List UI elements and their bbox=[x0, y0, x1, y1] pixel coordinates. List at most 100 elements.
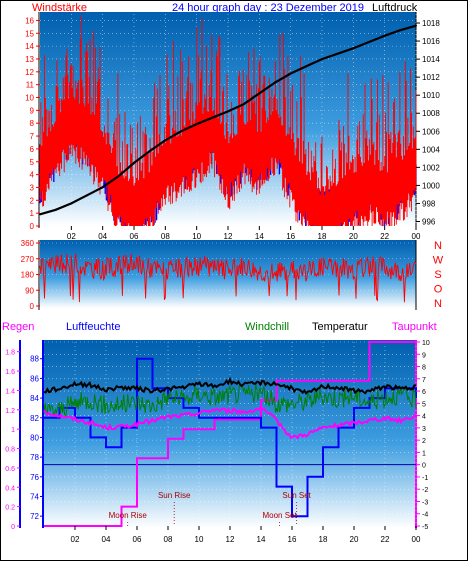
rain-tick-label: 1 bbox=[11, 427, 15, 434]
time-tick-label: 18 bbox=[318, 232, 327, 241]
humidity-axis-title: Luftfeuchte bbox=[66, 321, 120, 333]
rain-tick-label: 0.6 bbox=[5, 466, 15, 473]
temperature-series bbox=[43, 376, 417, 395]
wind-tick-label: 4 bbox=[30, 171, 35, 180]
wind-tick-label: 6 bbox=[30, 145, 35, 154]
temperature-tick-label: 10 bbox=[422, 340, 430, 347]
time-tick-label: 10 bbox=[192, 232, 201, 241]
pressure-tick-label: 1000 bbox=[422, 181, 440, 190]
pressure-point bbox=[195, 123, 198, 126]
dewpoint-label: Taupunkt bbox=[392, 321, 437, 333]
compass-label: S bbox=[434, 269, 441, 281]
compass-label: N bbox=[434, 240, 442, 252]
humidity-tick-label: 76 bbox=[30, 473, 39, 482]
event-label: Moon Rise bbox=[109, 511, 148, 520]
windchill-series bbox=[43, 383, 417, 418]
temperature-tick-label: 8 bbox=[422, 365, 426, 372]
humidity-tick-label: 84 bbox=[30, 394, 39, 403]
temperature-tick-label: -1 bbox=[422, 475, 428, 482]
temperature-ticks: 00.20.40.60.811.21.41.61.872747678808284… bbox=[5, 340, 430, 544]
time-tick-label: 02 bbox=[67, 232, 76, 241]
pressure-point bbox=[336, 52, 339, 55]
graph-title: 24 hour graph day : 23 Dezember 2019 bbox=[172, 2, 364, 14]
time-tick-label: 22 bbox=[380, 232, 389, 241]
temperature-grid bbox=[44, 341, 417, 527]
wind-tick-label: 9 bbox=[30, 106, 35, 115]
time-tick-label: 14 bbox=[257, 535, 266, 544]
rain-tick-label: 0.2 bbox=[5, 505, 15, 512]
pressure-point bbox=[54, 208, 57, 211]
wind-tick-label: 8 bbox=[30, 119, 35, 128]
wind-pressure-marks bbox=[39, 15, 417, 226]
wind-tick-label: 7 bbox=[30, 132, 35, 141]
pressure-point bbox=[368, 40, 370, 43]
wind-tick-label: 5 bbox=[30, 158, 35, 167]
pressure-tick-label: 1014 bbox=[422, 55, 440, 64]
time-tick-label: 16 bbox=[288, 535, 297, 544]
pressure-point bbox=[133, 161, 135, 164]
pressure-point bbox=[211, 116, 214, 119]
pressure-tick-label: 998 bbox=[422, 199, 436, 208]
pressure-point bbox=[289, 72, 292, 75]
pressure-point bbox=[383, 34, 386, 37]
wind-axis-title: Windstärke bbox=[32, 2, 87, 14]
pressure-point bbox=[415, 24, 417, 27]
pressure-tick-label: 1004 bbox=[422, 145, 440, 154]
time-tick-label: 10 bbox=[195, 535, 204, 544]
pressure-point bbox=[86, 194, 88, 197]
temperature-tick-label: 0 bbox=[422, 463, 426, 470]
wind-pressure-ticks: 0123456789101112131415169969981000100210… bbox=[25, 16, 440, 241]
temperature-tick-label: 3 bbox=[422, 426, 426, 433]
windchill-label: Windchill bbox=[245, 321, 289, 333]
time-tick-label: 12 bbox=[224, 232, 233, 241]
pressure-point bbox=[70, 202, 73, 205]
wind-tick-label: 12 bbox=[25, 68, 34, 77]
temperature-tick-label: 4 bbox=[422, 414, 426, 421]
pressure-point bbox=[399, 29, 402, 32]
pressure-tick-label: 1002 bbox=[422, 163, 440, 172]
direction-tick-label: 360 bbox=[21, 239, 35, 248]
time-tick-label: 12 bbox=[226, 535, 235, 544]
direction-tick-label: 180 bbox=[21, 271, 35, 280]
pressure-point bbox=[305, 65, 308, 68]
wind-tick-label: 2 bbox=[30, 196, 35, 205]
pressure-tick-label: 1012 bbox=[422, 73, 440, 82]
temperature-tick-label: 9 bbox=[422, 352, 426, 359]
humidity-tick-label: 88 bbox=[30, 355, 39, 364]
wind-direction-marks bbox=[39, 253, 417, 303]
wind-speed-series bbox=[39, 15, 417, 226]
event-label: Sun Rise bbox=[158, 491, 191, 500]
pressure-tick-label: 996 bbox=[422, 217, 436, 226]
temperature-tick-label: -3 bbox=[422, 499, 428, 506]
temperature-tick-label: -2 bbox=[422, 487, 428, 494]
direction-tick-label: 0 bbox=[30, 302, 35, 311]
time-tick-label: 20 bbox=[350, 535, 359, 544]
temperature-tick-label: 2 bbox=[422, 438, 426, 445]
wind-tick-label: 1 bbox=[30, 209, 35, 218]
time-tick-label: 14 bbox=[255, 232, 264, 241]
wind-tick-label: 14 bbox=[25, 42, 34, 51]
pressure-tick-label: 1006 bbox=[422, 127, 440, 136]
pressure-point bbox=[180, 130, 182, 133]
time-tick-label: 20 bbox=[349, 232, 358, 241]
rain-tick-label: 0.8 bbox=[5, 447, 15, 454]
time-tick-label: 04 bbox=[98, 232, 107, 241]
pressure-point bbox=[101, 186, 104, 189]
pressure-tick-label: 1008 bbox=[422, 109, 440, 118]
rain-tick-label: 0.4 bbox=[5, 485, 15, 492]
temperature-label: Temperatur bbox=[312, 321, 368, 333]
dewpoint-series bbox=[43, 405, 417, 440]
pressure-point bbox=[321, 58, 323, 61]
time-tick-label: 00 bbox=[412, 535, 421, 544]
event-label: Moon Set bbox=[262, 511, 297, 520]
humidity-tick-label: 80 bbox=[30, 433, 39, 442]
humidity-tick-label: 82 bbox=[30, 414, 39, 423]
rain-axis-title: Regen bbox=[2, 321, 34, 333]
direction-tick-label: 90 bbox=[25, 286, 34, 295]
temperature-tick-label: -4 bbox=[422, 512, 428, 519]
event-label: Sun Set bbox=[282, 491, 311, 500]
time-tick-label: 02 bbox=[71, 535, 80, 544]
